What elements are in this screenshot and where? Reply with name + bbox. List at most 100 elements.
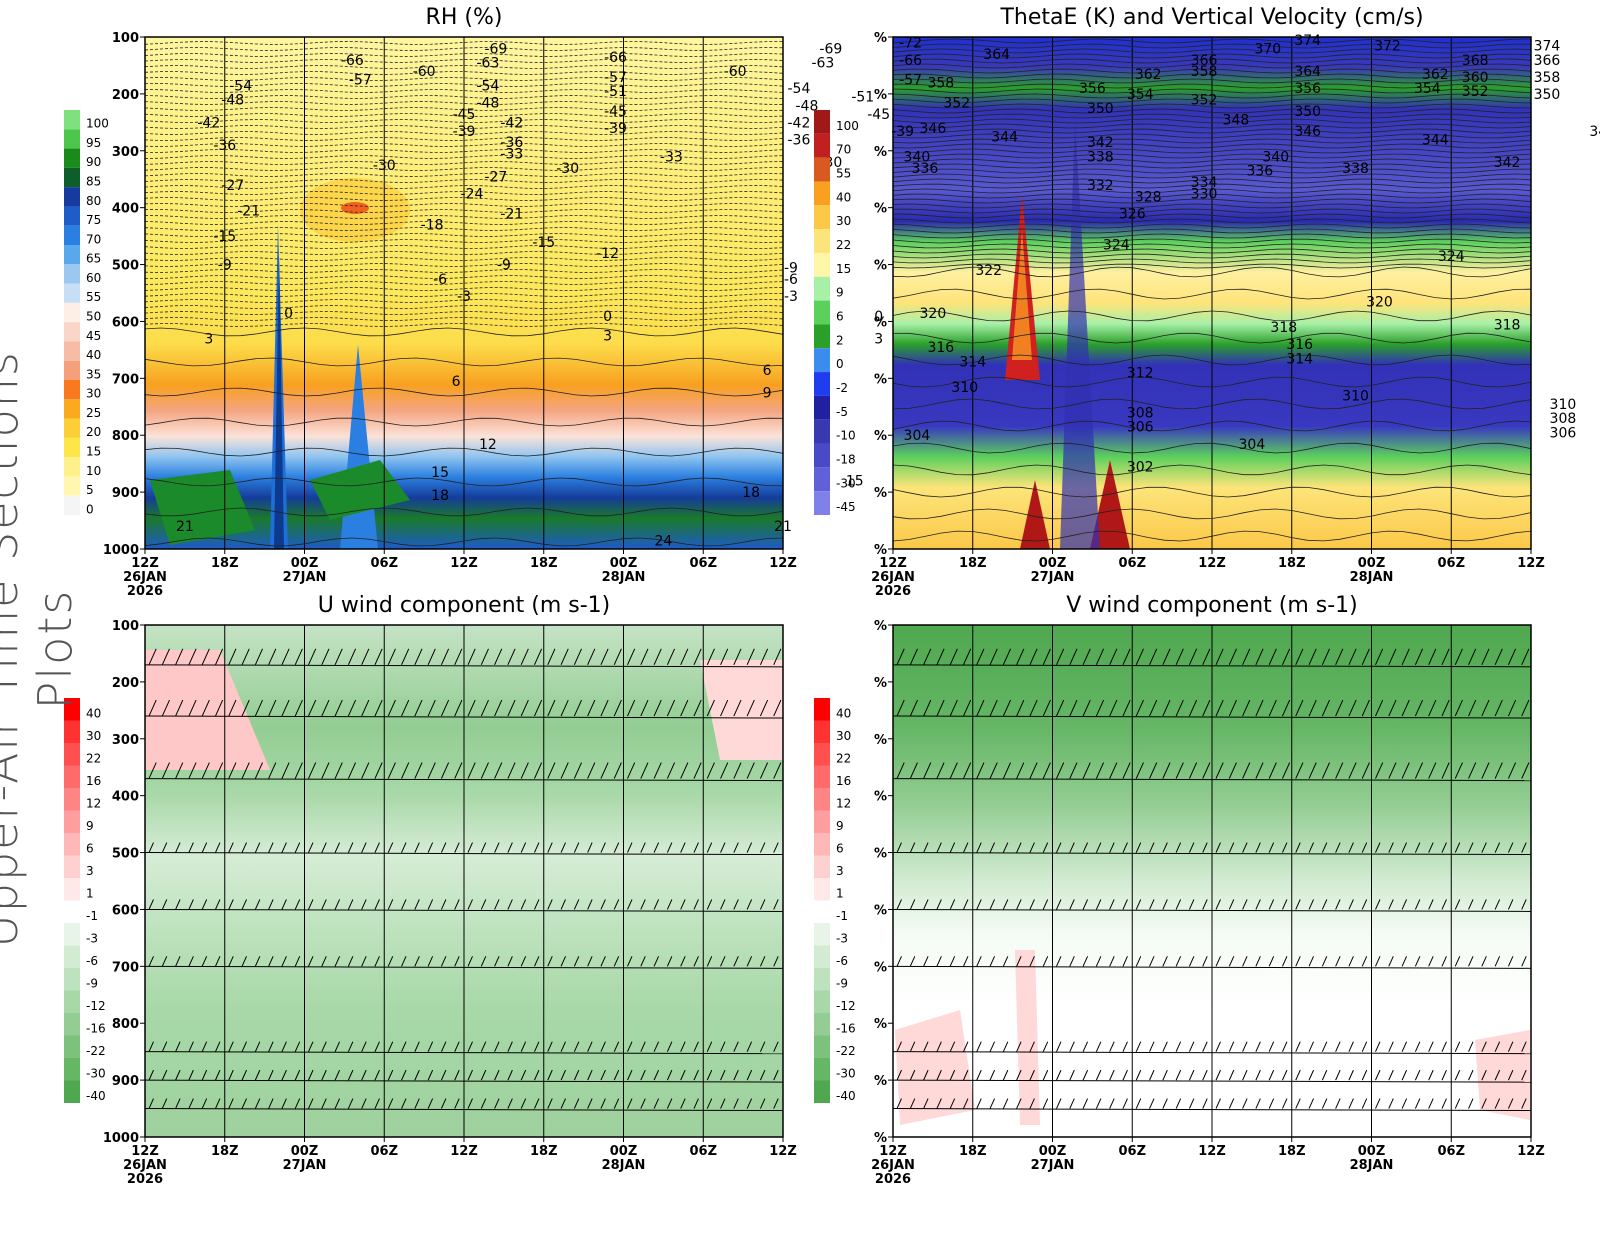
wind-barb: [148, 1041, 154, 1052]
rh-temperature-contour-dashed: [144, 251, 784, 255]
u-colorbar-swatch: [64, 833, 80, 856]
contour-label: -36: [788, 132, 811, 148]
wind-barb: [653, 762, 662, 779]
contour-label: 368: [1462, 53, 1489, 69]
v-colorbar-swatch: [814, 855, 830, 878]
wind-barb: [1188, 1098, 1195, 1109]
wind-barb: [321, 899, 327, 910]
u-colorbar-level-label: -9: [86, 976, 98, 990]
u-colorbar-level-label: 9: [86, 819, 94, 833]
wind-barb: [1441, 1041, 1447, 1052]
wind-barb: [1401, 842, 1408, 853]
wind-barb: [936, 762, 945, 779]
wind-barb: [1069, 699, 1078, 717]
thetae-contour-lower: [892, 464, 1532, 476]
wind-barb: [1428, 1041, 1434, 1052]
contour-label: 6: [452, 374, 461, 390]
wind-barb: [733, 648, 742, 666]
u-xtick-label: 12Z: [769, 1144, 797, 1159]
wind-barb: [520, 956, 527, 967]
wind-barb: [440, 956, 447, 967]
wind-barb: [1321, 762, 1330, 779]
wind-barb: [1016, 899, 1022, 910]
wind-barb: [215, 1098, 221, 1109]
contour-label: 362: [1422, 67, 1449, 83]
thetae-ytick-label: %: [874, 486, 887, 501]
wind-barb: [1029, 1098, 1035, 1109]
rh-temperature-contour-dashed: [144, 215, 784, 219]
wind-barb: [467, 1098, 473, 1109]
thetae-updraft-2: [1012, 230, 1032, 360]
thetae-contour-upper: [892, 138, 1532, 144]
rh-temperature-contour-dashed: [144, 59, 784, 63]
wind-barb: [1135, 842, 1142, 853]
wind-barb: [693, 1041, 699, 1052]
wind-barb: [520, 1069, 527, 1081]
wind-barb: [1308, 842, 1314, 853]
rh-temperature-contour-dashed: [144, 65, 784, 69]
wind-barb: [746, 1069, 753, 1081]
wind-barb: [254, 1041, 261, 1052]
wind-barb: [746, 842, 753, 853]
wind-barb: [706, 1098, 713, 1109]
thetae-contour-upper: [892, 38, 1532, 44]
wind-barb: [1494, 1069, 1501, 1081]
contour-label: 342: [1087, 135, 1114, 151]
thetae-contour-upper: [892, 253, 1532, 259]
wind-barb: [1321, 956, 1328, 967]
u-colorbar-level-label: 30: [86, 729, 101, 743]
wind-barb: [228, 899, 234, 910]
wind-barb: [963, 762, 972, 779]
thetae-xtick-label: 06Z: [1437, 556, 1465, 571]
thetae-ytick-label: %: [874, 429, 887, 444]
u-colorbar-level-label: -12: [86, 999, 106, 1013]
wind-barb: [361, 842, 367, 853]
wind-barb: [1428, 699, 1437, 717]
rh-temperature-contour-dashed: [144, 209, 784, 213]
wind-barb: [1042, 956, 1049, 967]
wind-barb: [627, 842, 633, 853]
u-colorbar-swatch: [64, 878, 80, 901]
contour-label: 334: [1191, 175, 1218, 191]
wind-barb: [1481, 899, 1487, 910]
wind-barb: [1095, 1098, 1102, 1109]
wind-barb: [587, 1098, 593, 1109]
wind-barb: [361, 1041, 367, 1052]
wind-barb: [976, 842, 982, 853]
wind-barb: [600, 899, 606, 910]
contour-label: 9: [763, 386, 772, 402]
wind-barb: [1122, 699, 1131, 717]
wind-barb: [161, 762, 170, 779]
wind-barb: [1109, 699, 1118, 717]
wind-barb: [1149, 899, 1155, 910]
wind-barb: [321, 648, 330, 666]
u-colorbar-level-label: 12: [86, 796, 101, 810]
wind-barb: [666, 648, 676, 666]
wind-barb: [1414, 1069, 1421, 1081]
contour-label: 374: [1534, 39, 1561, 55]
thetae-contour-upper: [892, 183, 1532, 189]
rh-colorbar-swatch: [64, 341, 80, 361]
wind-barb: [1002, 899, 1009, 910]
wind-barb: [949, 1098, 956, 1109]
contour-label: -63: [476, 56, 499, 72]
wind-barb: [989, 1069, 995, 1081]
wind-barb: [494, 899, 500, 910]
thetae-contour-upper: [892, 128, 1532, 134]
thetae-date-label: 27JAN: [1031, 570, 1075, 585]
thetae-colorbar-swatch: [814, 276, 830, 301]
wind-barb: [680, 1069, 686, 1081]
rh-colorbar-level-label: 5: [86, 483, 94, 497]
wind-barb: [1242, 899, 1248, 910]
wind-barb: [1109, 956, 1115, 967]
u-xtick-label: 06Z: [689, 1144, 717, 1159]
rh-colorbar-swatch: [64, 322, 80, 342]
wind-barb: [215, 899, 221, 910]
u-ytick-label: 700: [112, 960, 139, 975]
wind-barb: [923, 648, 932, 666]
wind-barb: [1029, 899, 1035, 910]
wind-barb: [746, 762, 755, 779]
wind-barb: [666, 1069, 673, 1081]
wind-barb: [1282, 899, 1288, 910]
thetae-colorbar-swatch: [814, 181, 830, 206]
